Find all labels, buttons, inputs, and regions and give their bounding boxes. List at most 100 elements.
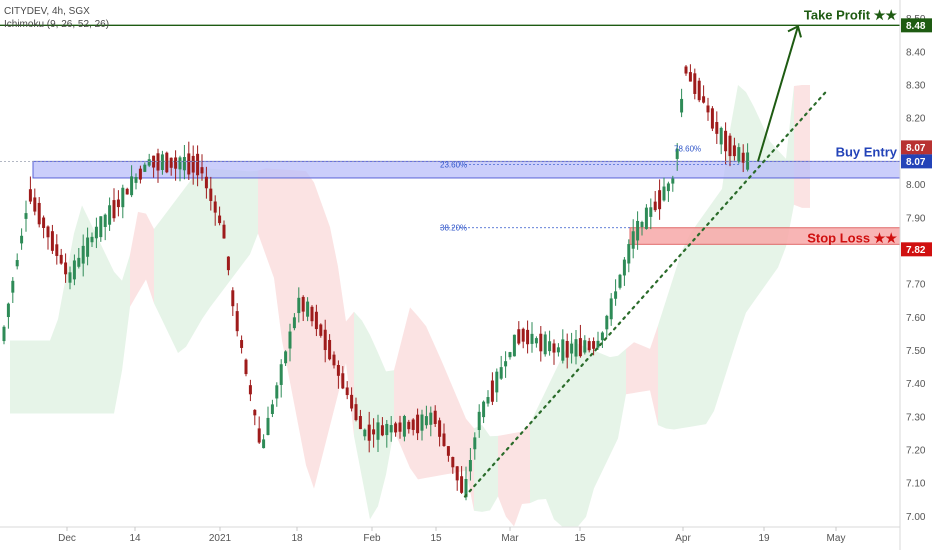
cloud-segment xyxy=(690,222,698,427)
candle-body xyxy=(702,96,706,103)
y-tick-label: 7.50 xyxy=(906,346,926,357)
candle-body xyxy=(724,130,728,152)
candle-body xyxy=(578,338,582,357)
candle-body xyxy=(460,476,464,493)
candle-body xyxy=(486,397,490,404)
candle-body xyxy=(134,177,138,183)
candle-body xyxy=(332,354,336,366)
candle-body xyxy=(310,306,314,322)
candle-body xyxy=(314,311,318,330)
candle-body xyxy=(42,217,46,228)
candle-body xyxy=(499,367,503,379)
candle-body xyxy=(266,417,270,435)
candle-body xyxy=(345,387,349,396)
candle-body xyxy=(556,347,560,353)
candle-body xyxy=(328,339,332,360)
cloud-segment xyxy=(202,168,210,320)
annotations: 8.48 8.07 8.07 7.82 Take Profit ★★ Buy Entry S… xyxy=(440,7,932,257)
cloud-segment xyxy=(250,170,258,255)
cloud-segment xyxy=(170,197,178,353)
candle-body xyxy=(279,364,283,385)
candle-body xyxy=(50,231,54,251)
cloud-segment xyxy=(338,266,346,395)
candle-body xyxy=(394,423,398,433)
cloud-segment xyxy=(402,307,410,469)
cloud-segment xyxy=(354,311,362,478)
x-tick-label: 19 xyxy=(758,533,770,544)
candle-body xyxy=(618,274,622,288)
x-tick-label: 2021 xyxy=(209,533,232,544)
cloud-segment xyxy=(418,316,426,480)
candle-body xyxy=(521,328,525,342)
cloud-segment xyxy=(730,85,738,361)
candle-body xyxy=(636,220,640,241)
candle-body xyxy=(389,425,393,433)
candle-body xyxy=(693,73,697,94)
candle-body xyxy=(662,186,666,201)
cloud-segment xyxy=(706,200,714,425)
candle-body xyxy=(187,153,191,175)
x-tick-label: 15 xyxy=(574,533,586,544)
candle-body xyxy=(614,291,618,299)
candle-body xyxy=(125,188,129,195)
candle-body xyxy=(429,412,433,425)
candle-body xyxy=(11,280,15,293)
cloud-segment xyxy=(618,348,626,439)
candle-body xyxy=(552,343,556,353)
cloud-segment xyxy=(490,435,498,511)
candle-body xyxy=(55,244,59,256)
x-tick-label: Feb xyxy=(363,533,381,544)
candle-body xyxy=(244,359,248,375)
candle-body xyxy=(746,152,750,170)
candle-body xyxy=(341,373,345,389)
candle-body xyxy=(2,326,6,342)
cloud-segment xyxy=(274,168,282,341)
candle-body xyxy=(213,201,217,213)
candle-body xyxy=(482,401,486,418)
cloud-segment xyxy=(162,207,170,337)
candle-body xyxy=(684,66,688,74)
cloud-segment xyxy=(538,390,546,500)
candle-body xyxy=(130,176,134,196)
candle-body xyxy=(372,429,376,435)
candle-body xyxy=(59,254,63,264)
candle-body xyxy=(627,244,631,264)
candle-body xyxy=(671,178,675,184)
x-tick-label: 15 xyxy=(430,533,442,544)
cloud-segment xyxy=(90,221,98,414)
candle-body xyxy=(715,122,719,134)
cloud-segment xyxy=(658,300,666,429)
candle-body xyxy=(116,199,120,208)
cloud-segment xyxy=(714,188,722,411)
candle-body xyxy=(138,168,142,180)
candle-body xyxy=(68,272,72,283)
candle-body xyxy=(592,341,596,349)
y-tick-label: 8.40 xyxy=(906,47,926,58)
candle-body xyxy=(420,414,424,431)
candle-body xyxy=(548,341,552,352)
candle-body xyxy=(156,153,160,171)
candle-body xyxy=(350,394,354,409)
candle-body xyxy=(297,297,301,314)
cloud-segment xyxy=(410,307,418,480)
cloud-segment xyxy=(506,433,514,527)
cloud-segment xyxy=(602,353,610,472)
candle-body xyxy=(77,257,81,267)
y-tick-label: 7.30 xyxy=(906,412,926,423)
x-tick-label: Dec xyxy=(58,533,76,544)
cloud-segment xyxy=(282,169,290,383)
candle-body xyxy=(253,409,257,416)
cloud-segment xyxy=(530,406,538,504)
cloud-segment xyxy=(450,380,458,474)
candle-body xyxy=(64,262,68,275)
x-tick-label: 18 xyxy=(291,533,303,544)
candle-body xyxy=(86,237,90,257)
candle-body xyxy=(196,153,200,176)
buy-entry-tag-text: 8.07 xyxy=(906,157,926,168)
cloud-segment xyxy=(594,350,602,489)
cloud-segment xyxy=(58,276,66,414)
cloud-segment xyxy=(626,342,634,395)
cloud-segment xyxy=(546,373,554,520)
cloud-segment xyxy=(458,399,466,473)
